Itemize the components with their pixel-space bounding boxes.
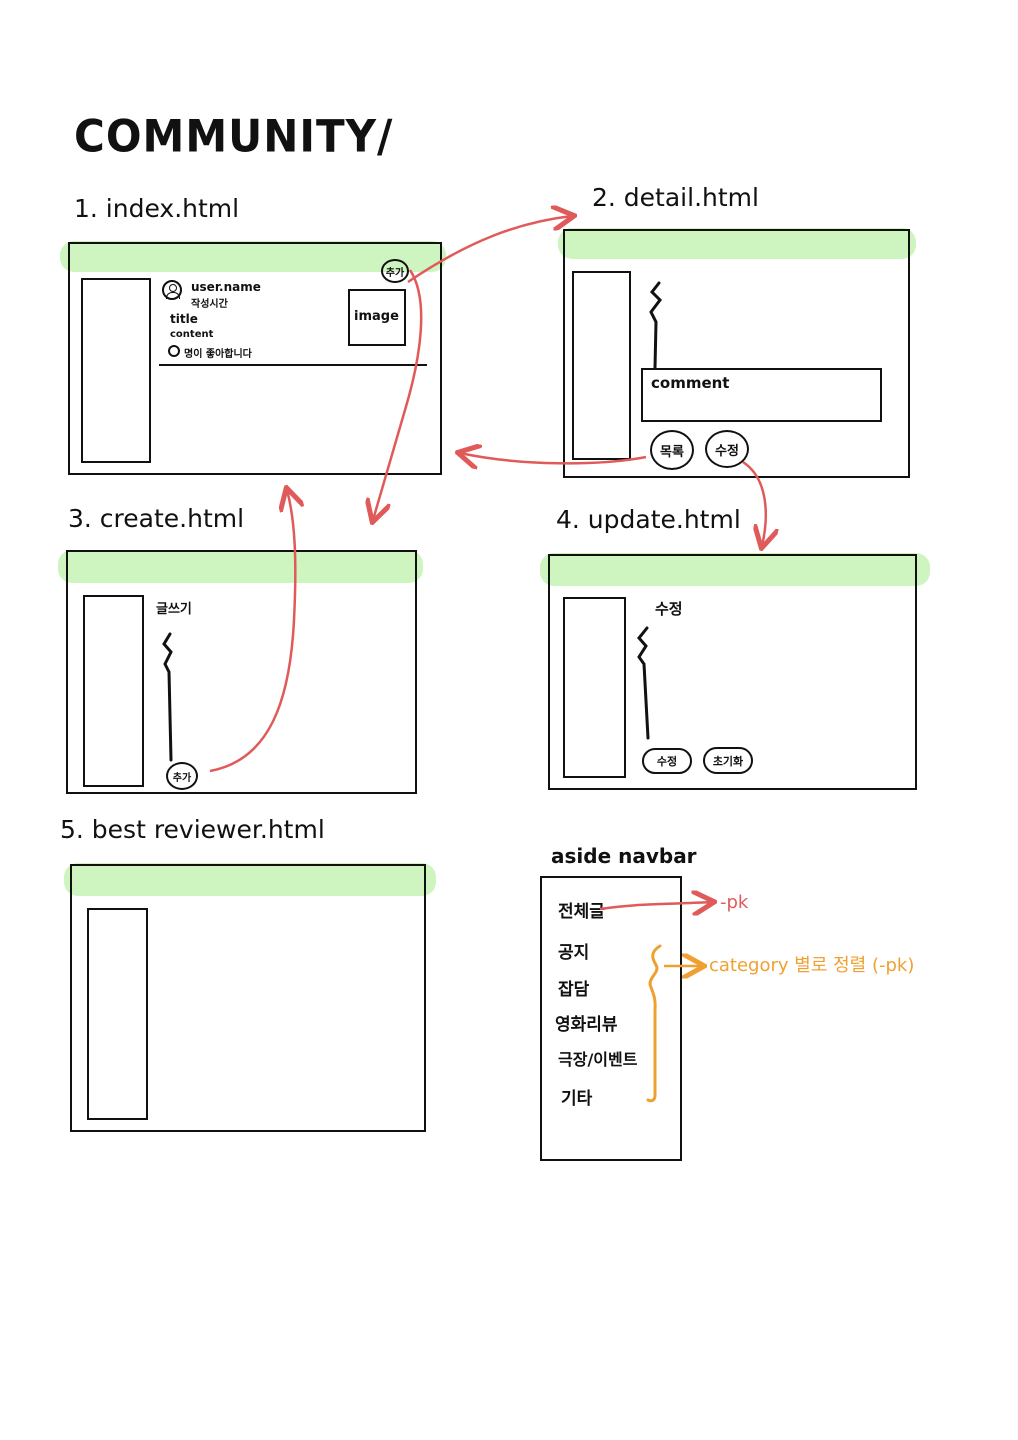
page-title: COMMUNITY/ <box>74 110 394 163</box>
user-name: user.name <box>191 280 261 294</box>
best-reviewer-header-bar <box>64 863 436 896</box>
nav-item-theater-event[interactable]: 극장/이벤트 <box>558 1050 638 1069</box>
like-circle-icon[interactable] <box>168 345 180 357</box>
detail-page-frame <box>563 229 910 478</box>
note-category-sort: category 별로 정렬 (-pk) <box>709 955 915 976</box>
update-page-frame <box>548 554 917 790</box>
reset-button[interactable]: 초기화 <box>703 747 753 774</box>
update-page-label: 4. update.html <box>556 505 741 534</box>
update-header-bar <box>540 553 930 586</box>
index-add-button[interactable]: 추가 <box>381 259 409 283</box>
detail-sidebar <box>572 271 631 460</box>
best-reviewer-page-frame <box>70 864 426 1132</box>
nav-item-chat[interactable]: 잡담 <box>558 980 590 1000</box>
like-count-text: 명이 좋아합니다 <box>184 349 252 360</box>
aside-navbar-label: aside navbar <box>551 844 697 868</box>
best-reviewer-sidebar <box>87 908 148 1120</box>
index-page-label: 1. index.html <box>74 194 240 223</box>
detail-page-label: 2. detail.html <box>592 183 759 212</box>
nav-item-etc[interactable]: 기타 <box>561 1089 593 1109</box>
index-page-frame <box>68 242 442 475</box>
create-page-label: 3. create.html <box>68 504 245 533</box>
list-button[interactable]: 목록 <box>650 430 694 470</box>
detail-header-bar <box>558 228 916 259</box>
best-reviewer-page-label: 5. best reviewer.html <box>60 815 325 844</box>
nav-item-all[interactable]: 전체글 <box>558 902 605 922</box>
nav-item-movie-review[interactable]: 영화리뷰 <box>555 1015 618 1035</box>
post-image: image <box>348 289 406 346</box>
create-add-button[interactable]: 추가 <box>166 762 198 790</box>
update-edit-button[interactable]: 수정 <box>642 748 692 774</box>
create-sidebar <box>83 595 144 787</box>
update-heading: 수정 <box>655 600 683 618</box>
user-avatar-icon <box>162 280 182 300</box>
post-time: 작성시간 <box>191 299 228 310</box>
note-all-pk: -pk <box>720 892 749 913</box>
detail-edit-button[interactable]: 수정 <box>705 430 749 468</box>
aside-navbar-frame <box>540 876 682 1161</box>
update-sidebar <box>563 597 626 778</box>
index-sidebar <box>81 278 151 463</box>
comment-box[interactable]: comment <box>641 368 882 422</box>
nav-item-notice[interactable]: 공지 <box>558 943 590 963</box>
post-content: content <box>170 329 214 340</box>
create-heading: 글쓰기 <box>156 602 192 617</box>
post-divider <box>159 364 427 366</box>
post-title: title <box>170 312 198 326</box>
